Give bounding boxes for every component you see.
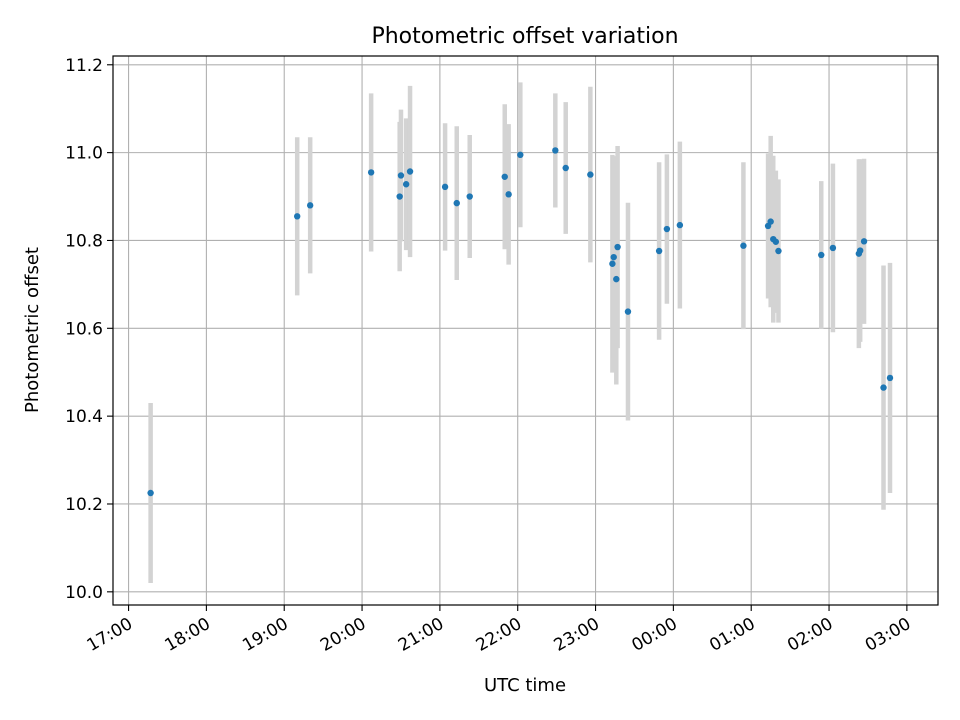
data-point	[614, 243, 621, 251]
x-tick-label: 21:00	[395, 614, 447, 656]
data-point	[367, 169, 375, 176]
data-point	[397, 172, 405, 179]
data-point	[624, 308, 632, 315]
chart-title: Photometric offset variation	[371, 24, 678, 49]
x-tick-label: 22:00	[473, 614, 525, 656]
data-point	[886, 374, 894, 382]
y-tick-label: 10.4	[65, 407, 103, 427]
data-point	[740, 242, 747, 249]
y-tick-label: 11.0	[65, 144, 103, 164]
y-tick-label: 10.2	[65, 495, 103, 515]
data-point	[306, 202, 314, 209]
data-point	[829, 244, 837, 252]
data-point	[505, 191, 512, 198]
data-point	[676, 221, 684, 229]
data-point	[501, 173, 508, 180]
data-point	[552, 147, 559, 154]
data-point	[880, 384, 887, 391]
data-point	[147, 489, 154, 497]
y-tick-label: 10.0	[65, 583, 103, 603]
data-point	[775, 247, 782, 255]
x-tick-label: 00:00	[628, 614, 680, 656]
y-tick-label: 11.2	[65, 56, 103, 76]
y-axis-label: Photometric offset	[22, 247, 43, 413]
data-point	[860, 238, 868, 245]
data-point	[610, 253, 617, 261]
x-tick-label: 03:00	[862, 614, 914, 656]
data-point	[587, 171, 594, 178]
data-point	[772, 238, 780, 245]
data-point	[856, 247, 864, 254]
x-axis-ticks: 17:00 18:00 19:00 20:00 21:00 22:00 23:00 00:00…	[84, 605, 914, 656]
data-point	[609, 260, 616, 267]
data-point	[517, 151, 524, 159]
grid-lines	[113, 56, 938, 605]
data-point	[767, 218, 774, 225]
data-point	[453, 199, 460, 207]
x-tick-label: 02:00	[784, 614, 836, 656]
data-points	[147, 147, 894, 497]
x-tick-label: 01:00	[706, 614, 758, 656]
x-tick-label: 17:00	[84, 614, 136, 656]
plot-frame	[112, 55, 939, 606]
y-tick-label: 10.8	[65, 231, 103, 251]
data-point	[402, 181, 410, 188]
data-point	[293, 213, 301, 220]
data-point	[655, 247, 663, 255]
data-point	[441, 183, 449, 191]
y-axis-ticks: 10.0 10.2 10.4 10.6 10.8 11.0 11.2	[65, 56, 113, 603]
data-point	[613, 275, 620, 283]
y-tick-label: 10.6	[65, 319, 103, 339]
x-tick-label: 19:00	[239, 614, 291, 656]
data-point	[396, 193, 403, 200]
data-point	[818, 251, 825, 259]
data-point	[663, 225, 671, 233]
data-point	[466, 193, 473, 200]
x-tick-label: 23:00	[551, 614, 603, 656]
data-point	[406, 168, 414, 175]
data-point	[562, 164, 569, 172]
x-tick-label: 18:00	[161, 614, 213, 656]
x-axis-label: UTC time	[484, 675, 566, 696]
x-tick-label: 20:00	[317, 614, 369, 656]
